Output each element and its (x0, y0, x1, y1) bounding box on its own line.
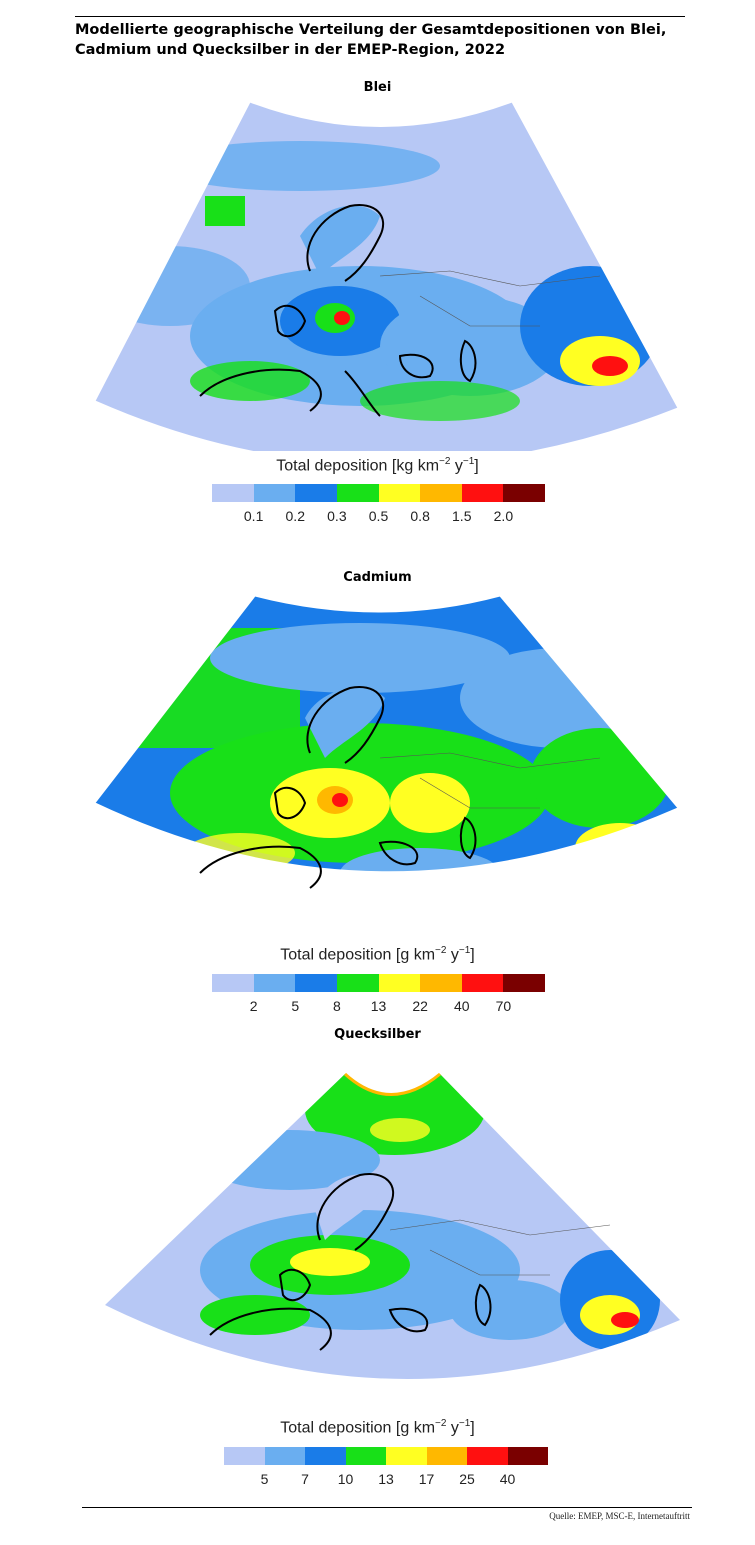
map-quecksilber (105, 1072, 680, 1379)
coastlines-blei (199, 204, 477, 417)
tick-label: 22 (412, 998, 428, 1014)
header-rule (75, 16, 685, 17)
color-bin (253, 484, 296, 502)
tick-label: 0.1 (243, 508, 264, 524)
color-bin (305, 1447, 346, 1465)
ticks-blei: 0.1 0.2 0.3 0.5 0.8 1.5 2.0 (212, 508, 545, 526)
zone-asia-hotspot (611, 1312, 639, 1328)
coastlines-cadmium (199, 686, 477, 889)
legend-title-cadmium: Total deposition [g km−2 y−1] (280, 945, 475, 964)
zone-arctic-high (370, 1118, 430, 1142)
zone-arctic-green (305, 1074, 485, 1155)
tick-label: 0.5 (368, 508, 389, 524)
zone-mediterranean (360, 381, 520, 421)
source-note: Quelle: EMEP, MSC-E, Internetauftritt (549, 1511, 690, 1521)
zone-north-atlantic (160, 141, 440, 191)
zone-northeast (460, 648, 660, 748)
borders-quecksilber (389, 1219, 611, 1276)
ticks-cadmium: 2 5 8 13 22 40 70 (212, 998, 545, 1016)
zone-iceland-patch (205, 196, 245, 226)
tick-label: 10 (337, 1471, 354, 1487)
tick-label: 2.0 (493, 508, 514, 524)
color-bin (461, 974, 504, 992)
color-bin (426, 1447, 467, 1465)
color-bin (420, 484, 462, 502)
ticks-quecksilber: 5 7 10 13 17 25 40 (224, 1471, 548, 1489)
color-bin (253, 974, 296, 992)
zone-hotspot (332, 793, 348, 807)
color-bin (295, 974, 337, 992)
color-bin (212, 974, 254, 992)
color-bin (264, 1447, 305, 1465)
zone-arctic (210, 623, 510, 693)
legend-title-blei: Total deposition [kg km−2 y−1] (276, 456, 479, 475)
tick-label: 40 (453, 998, 470, 1014)
tick-label: 13 (378, 1471, 394, 1487)
zone-scandinavia (300, 205, 380, 276)
colorbar-quecksilber (224, 1447, 548, 1465)
zone-hotspot (334, 311, 350, 325)
color-bin (378, 484, 421, 502)
color-bin (386, 1447, 427, 1465)
color-bin (212, 484, 254, 502)
color-bin (295, 484, 337, 502)
panel-title-cadmium: Cadmium (343, 570, 412, 585)
zone-asia (530, 728, 670, 828)
map-cadmium (94, 595, 679, 889)
color-bin (224, 1447, 265, 1465)
color-bin (336, 974, 379, 992)
tick-label: 0.3 (327, 508, 347, 524)
tick-label: 5 (291, 998, 300, 1014)
color-bin (467, 1447, 508, 1465)
colorbar-blei (212, 484, 545, 502)
borders-blei (379, 270, 601, 327)
coastlines-quecksilber (209, 1173, 492, 1351)
tick-label: 1.5 (452, 508, 472, 524)
figure-title: Modellierte geographische Verteilung der… (75, 22, 667, 58)
zone-central-high (290, 1248, 370, 1276)
zone-scandinavia (305, 687, 385, 758)
color-bin (378, 974, 421, 992)
tick-label: 8 (332, 998, 341, 1014)
tick-label: 0.8 (410, 508, 430, 524)
color-bin (503, 974, 545, 992)
colorbar-cadmium (212, 974, 545, 992)
borders-cadmium (379, 752, 601, 809)
color-bin (507, 1447, 548, 1465)
zone-mediterranean (340, 848, 500, 872)
color-bin (503, 484, 545, 502)
map-blei (94, 101, 679, 451)
color-bin (420, 974, 462, 992)
zone-scandinavia (315, 1174, 385, 1240)
zone-iberia (185, 833, 295, 872)
zone-asia-hotspot (600, 848, 640, 868)
zone-asia-hotspot (592, 356, 628, 376)
zone-iberia (200, 1295, 310, 1335)
tick-label: 0.2 (285, 508, 305, 524)
tick-label: 17 (418, 1471, 435, 1487)
color-bin (345, 1447, 386, 1465)
tick-label: 70 (495, 998, 512, 1014)
zone-iberia (190, 361, 310, 401)
legend-title-quecksilber: Total deposition [g km−2 y−1] (280, 1418, 475, 1437)
color-bin (461, 484, 504, 502)
color-bin (336, 484, 379, 502)
tick-label: 2 (249, 998, 258, 1014)
tick-label: 7 (301, 1471, 309, 1487)
tick-label: 40 (499, 1471, 516, 1487)
tick-label: 5 (260, 1471, 269, 1487)
tick-label: 13 (370, 998, 387, 1014)
zone-east-high (390, 773, 470, 833)
tick-label: 25 (459, 1471, 475, 1487)
panel-title-quecksilber: Quecksilber (334, 1027, 421, 1042)
footer-rule (82, 1507, 692, 1508)
zone-east (450, 1280, 570, 1340)
panel-title-blei: Blei (363, 80, 392, 95)
